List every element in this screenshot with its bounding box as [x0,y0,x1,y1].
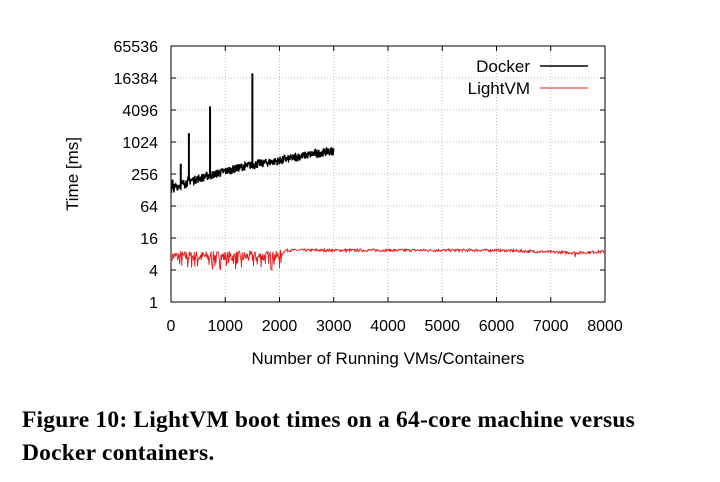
x-tick-label: 6000 [479,318,515,335]
x-tick-label: 5000 [424,318,460,335]
x-tick-label: 4000 [370,318,406,335]
series-line-lightvm [170,247,606,272]
x-axis-title: Number of Running VMs/Containers [251,349,524,368]
legend-label-docker: Docker [476,57,530,76]
legend-label-lightvm: LightVM [468,79,530,98]
x-tick-label: 0 [167,318,176,335]
x-tick-label: 1000 [207,318,243,335]
x-tick-label: 2000 [262,318,298,335]
y-tick-label: 4096 [122,103,158,120]
y-tick-label: 64 [140,199,158,216]
y-tick-label: 1 [149,295,158,312]
y-axis-title: Time [ms] [63,137,82,211]
x-tick-label: 3000 [316,318,352,335]
y-tick-label: 1024 [122,135,158,152]
chart: 0 1000 2000 3000 4000 5000 6000 7000 8000 1 4 16 64 2… [63,39,623,368]
x-tick-label: 7000 [533,318,569,335]
ticks: 0 1000 2000 3000 4000 5000 6000 7000 8000 1 4 16 64 2… [114,39,623,335]
plot-area-frame [170,45,606,303]
y-tick-label: 16384 [114,71,159,88]
legend: Docker LightVM [468,57,588,98]
figure-caption: Figure 10: LightVM boot times on a 64-co… [22,407,635,466]
y-tick-label: 65536 [114,39,159,56]
y-tick-label: 256 [131,167,158,184]
x-tick-label: 8000 [587,318,623,335]
y-tick-label: 4 [149,263,158,280]
y-tick-label: 16 [140,231,158,248]
series-layer [170,73,606,272]
